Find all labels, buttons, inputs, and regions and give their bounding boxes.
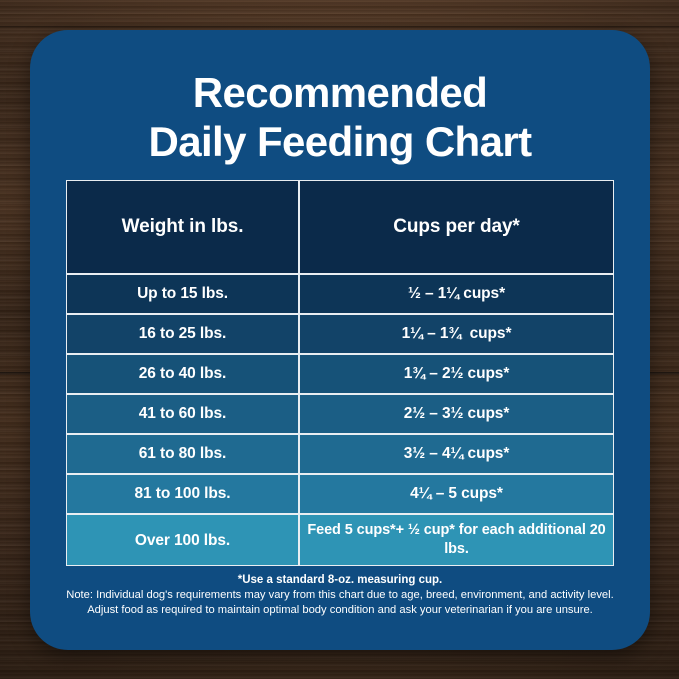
cups-cell: 3½ – 4¼ cups*: [299, 434, 614, 474]
table-body: Up to 15 lbs. ½ – 1¼ cups* 16 to 25 lbs. 1¼…: [66, 274, 614, 566]
cups-cell: ½ – 1¼ cups*: [299, 274, 614, 314]
title-line-1: Recommended: [192, 69, 488, 116]
weight-cell: 41 to 60 lbs.: [66, 394, 299, 434]
cups-cell: 1¼ – 1¾ cups*: [299, 314, 614, 354]
title-line-2: Daily Feeding Chart: [148, 118, 532, 165]
table-row: Over 100 lbs. Feed 5 cups*+ ½ cup* for ea…: [66, 514, 614, 566]
footnote-note: Note: Individual dog's requirements may …: [66, 589, 614, 601]
feeding-chart-table: Weight in lbs. Cups per day* Up to 15 lb…: [66, 180, 614, 566]
table-header-row: Weight in lbs. Cups per day*: [66, 180, 614, 274]
column-header-weight: Weight in lbs.: [66, 180, 299, 274]
weight-cell: 61 to 80 lbs.: [66, 434, 299, 474]
wood-plank-seam-upper: [0, 26, 679, 28]
weight-cell: Up to 15 lbs.: [66, 274, 299, 314]
cups-cell: 1¾ – 2½ cups*: [299, 354, 614, 394]
table-row: 26 to 40 lbs. 1¾ – 2½ cups*: [66, 354, 614, 394]
weight-cell: 16 to 25 lbs.: [66, 314, 299, 354]
table-row: 61 to 80 lbs. 3½ – 4¼ cups*: [66, 434, 614, 474]
table-row: 81 to 100 lbs. 4¼ – 5 cups*: [66, 474, 614, 514]
cups-cell: 4¼ – 5 cups*: [299, 474, 614, 514]
table-row: 41 to 60 lbs. 2½ – 3½ cups*: [66, 394, 614, 434]
weight-cell: 26 to 40 lbs.: [66, 354, 299, 394]
cups-cell: Feed 5 cups*+ ½ cup* for each additional…: [299, 514, 614, 566]
weight-cell: Over 100 lbs.: [66, 514, 299, 566]
table-header: Weight in lbs. Cups per day*: [66, 180, 614, 274]
column-header-cups: Cups per day*: [299, 180, 614, 274]
footnotes-block: *Use a standard 8-oz. measuring cup. Not…: [44, 573, 636, 618]
cups-cell: 2½ – 3½ cups*: [299, 394, 614, 434]
table-row: Up to 15 lbs. ½ – 1¼ cups*: [66, 274, 614, 314]
page-title: Recommended Daily Feeding Chart: [30, 68, 650, 166]
weight-cell: 81 to 100 lbs.: [66, 474, 299, 514]
footnote-adjust: Adjust food as required to maintain opti…: [87, 604, 593, 616]
table-row: 16 to 25 lbs. 1¼ – 1¾ cups*: [66, 314, 614, 354]
footnote-measuring-cup: *Use a standard 8-oz. measuring cup.: [237, 574, 443, 586]
feeding-chart-card: Recommended Daily Feeding Chart Weight i…: [30, 30, 650, 650]
